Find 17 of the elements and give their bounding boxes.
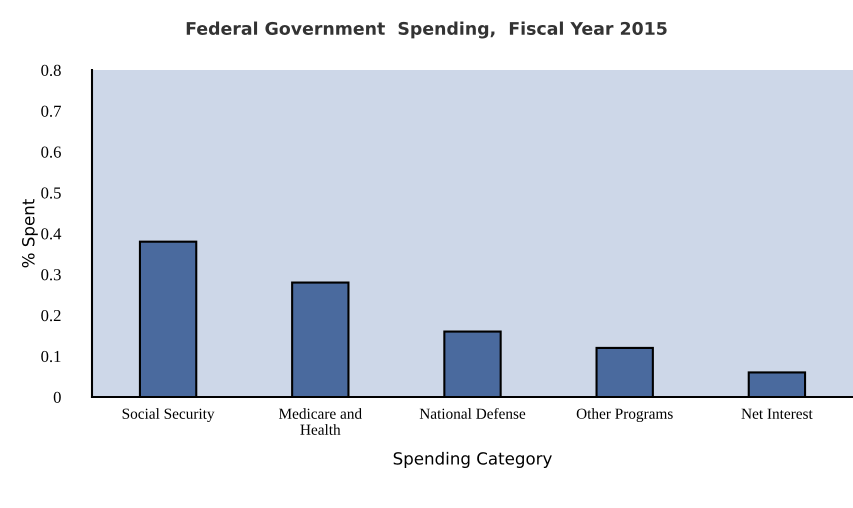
y-tick-label: 0.5 [41, 187, 61, 199]
x-tick-label: Medicare and Health [278, 408, 362, 435]
x-tick-label: Other Programs [576, 408, 673, 422]
y-tick-label: 0.7 [41, 106, 61, 117]
x-axis-title: Spending Category [394, 452, 552, 468]
y-tick-label: 0.1 [41, 350, 60, 362]
y-tick-label: 0.3 [41, 269, 61, 280]
x-tick-label: Net Interest [741, 408, 813, 419]
x-tick-label: Social Security [122, 408, 214, 422]
y-tick-label: 0.8 [41, 64, 61, 76]
chart-title: Federal Government Spending, Fiscal Year 2015 [186, 22, 667, 38]
y-tick-label: 0.4 [41, 228, 62, 240]
x-tick-label: National Defense [420, 408, 526, 419]
y-axis-title: % Spent [22, 199, 38, 268]
y-tick-label: 0.2 [41, 310, 61, 322]
y-tick-label: 0 [54, 392, 61, 403]
y-tick-label: 0.6 [41, 146, 61, 158]
